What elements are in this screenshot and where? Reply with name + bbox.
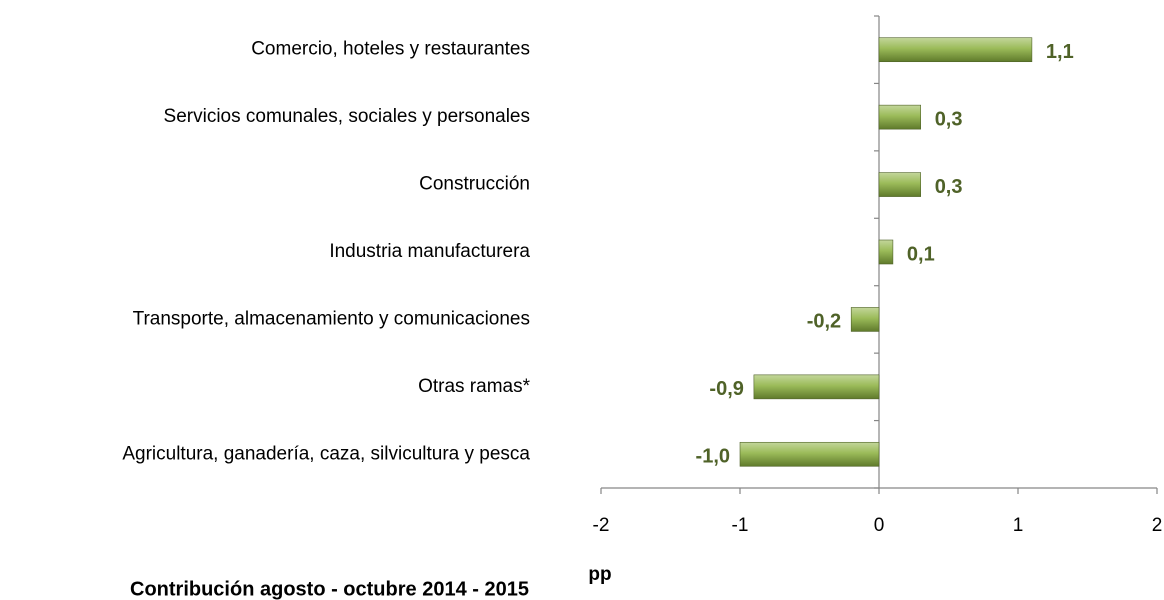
y-tick-label: Comercio, hoteles y restaurantes <box>251 39 530 60</box>
data-label: 0,3 <box>935 108 963 130</box>
x-tick-label: -2 <box>593 515 610 536</box>
y-tick-label: Otras ramas* <box>418 376 531 397</box>
data-label: 0,1 <box>907 243 935 265</box>
y-tick-label: Industria manufacturera <box>329 241 530 262</box>
y-tick-label: Construcción <box>419 174 530 195</box>
bar <box>878 172 922 197</box>
bar <box>878 37 1033 63</box>
x-tick-label: 1 <box>1013 515 1024 536</box>
chart-title: Contribución agosto - octubre 2014 - 201… <box>130 578 529 600</box>
bar <box>850 307 880 332</box>
data-label: -0,2 <box>807 311 841 333</box>
bar <box>753 374 880 400</box>
x-tick-label: 0 <box>874 515 885 536</box>
x-tick-label: -1 <box>732 515 749 536</box>
y-tick-label: Servicios comunales, sociales y personal… <box>164 106 530 127</box>
bar <box>739 441 880 467</box>
x-axis-label: pp <box>588 564 611 585</box>
data-label: -1,0 <box>696 446 730 468</box>
bar <box>878 239 894 265</box>
data-label: 0,3 <box>935 176 963 198</box>
y-tick-label: Transporte, almacenamiento y comunicacio… <box>133 308 530 329</box>
y-tick-label: Agricultura, ganadería, caza, silvicultu… <box>122 443 530 464</box>
x-tick-label: 2 <box>1152 515 1163 536</box>
bar <box>878 104 922 130</box>
data-label: 1,1 <box>1046 41 1074 63</box>
data-label: -0,9 <box>709 378 743 400</box>
